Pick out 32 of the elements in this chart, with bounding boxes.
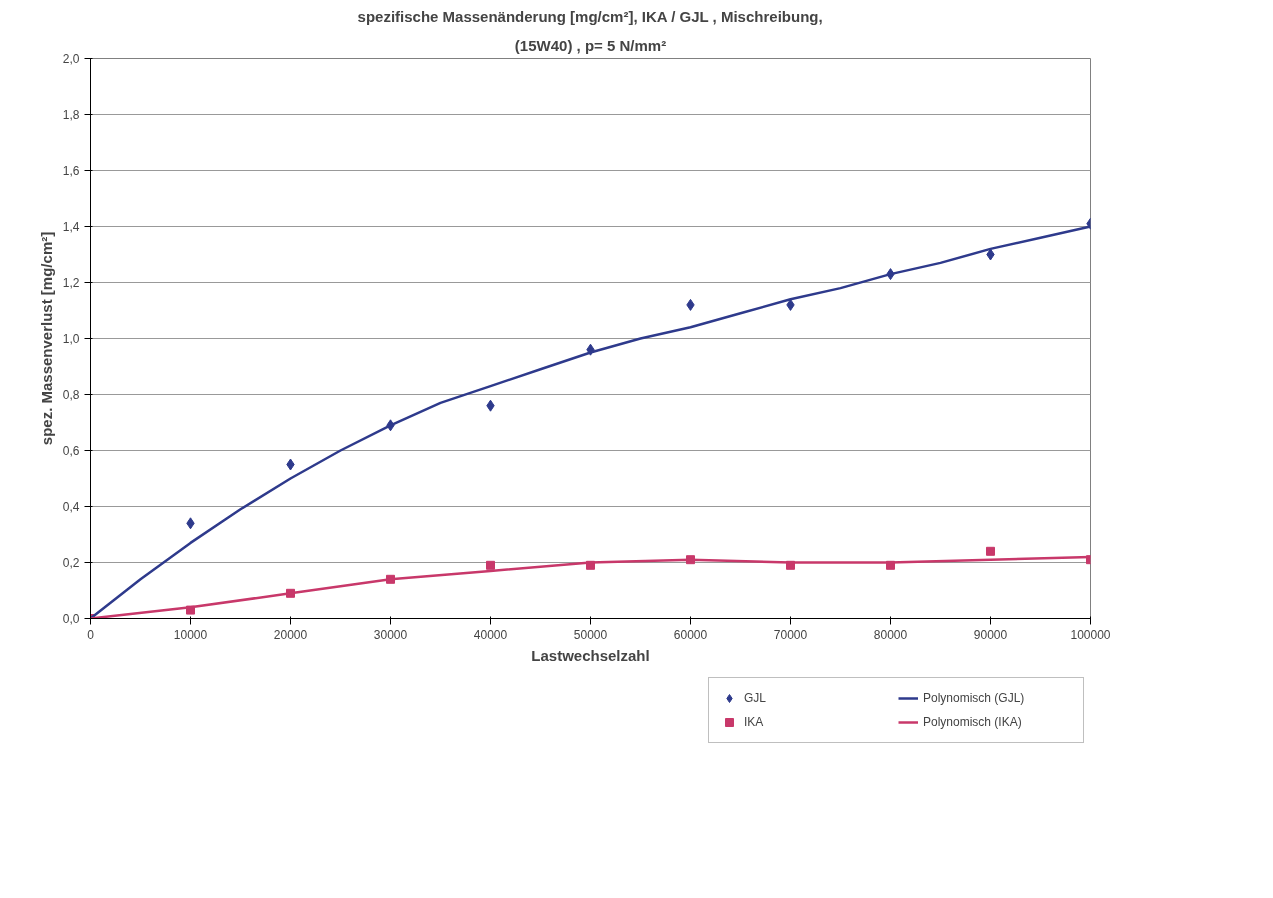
chart-subtitle: (15W40) , p= 5 N/mm² xyxy=(514,36,667,54)
y-axis-title: spez. Massenverlust [mg/cm²] xyxy=(37,231,55,446)
legend-label: GJL xyxy=(744,691,767,705)
y-tick-label: 2,0 xyxy=(62,52,80,66)
x-tick-label: 0 xyxy=(87,627,95,642)
x-tick-label: 70000 xyxy=(773,627,808,642)
x-axis-title: Lastwechselzahl xyxy=(531,646,650,664)
x-tick-label: 20000 xyxy=(273,627,308,642)
point xyxy=(486,560,495,570)
x-tick-label: 100000 xyxy=(1070,627,1111,642)
legend-label: Polynomisch (GJL) xyxy=(923,691,1026,705)
y-tick-label: 1,8 xyxy=(62,108,80,122)
y-tick-label: 1,6 xyxy=(62,164,80,178)
y-tick-label: 0,0 xyxy=(62,612,80,626)
x-tick-label: 10000 xyxy=(173,627,208,642)
x-tick-label: 80000 xyxy=(873,627,908,642)
x-tick-label: 50000 xyxy=(573,627,608,642)
y-tick-label: 0,4 xyxy=(62,500,80,514)
y-tick-label: 1,4 xyxy=(62,220,80,234)
x-tick-label: 40000 xyxy=(473,627,508,642)
legend-label: IKA xyxy=(744,715,765,729)
legend-label: Polynomisch (IKA) xyxy=(923,715,1023,729)
x-tick-label: 30000 xyxy=(373,627,408,642)
y-tick-label: 0,6 xyxy=(62,444,80,458)
chart-title: spezifische Massenänderung [mg/cm²], IKA / GJL , Mischreibung, xyxy=(357,7,823,25)
y-tick-label: 1,0 xyxy=(62,332,80,346)
y-tick-label: 0,8 xyxy=(62,388,80,402)
y-tick-label: 1,2 xyxy=(62,276,80,290)
x-tick-label: 90000 xyxy=(973,627,1008,642)
x-tick-label: 60000 xyxy=(673,627,708,642)
y-tick-label: 0,2 xyxy=(62,556,80,570)
point xyxy=(986,546,995,556)
